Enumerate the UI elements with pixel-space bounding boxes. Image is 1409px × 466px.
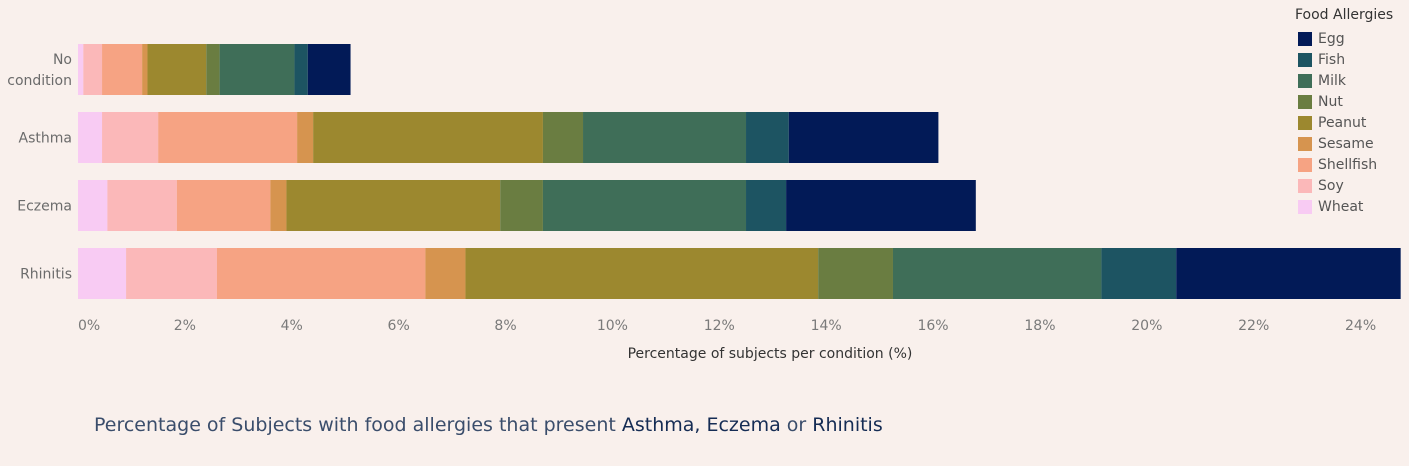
legend-swatch	[1298, 115, 1312, 130]
bars	[78, 44, 1401, 299]
category-labels: No condition Asthma Eczema Rhinitis	[7, 52, 72, 283]
x-tick-label: 2%	[174, 318, 196, 334]
chart-caption: Percentage of Subjects with food allergi…	[94, 414, 883, 436]
bar-segment-nut	[542, 112, 584, 163]
caption-highlight-rhinitis: Rhinitis	[812, 414, 883, 436]
bar-segment-wheat	[78, 44, 84, 95]
bar-segment-milk	[542, 180, 747, 231]
legend-label: Peanut	[1318, 114, 1367, 131]
legend-label: Egg	[1318, 30, 1345, 47]
bar-segment-shellfish	[176, 180, 271, 231]
x-tick-label: 16%	[917, 318, 948, 334]
bar-segment-egg	[786, 180, 976, 231]
legend-item-wheat: Wheat	[1295, 196, 1407, 217]
bar-segment-peanut	[465, 248, 819, 299]
x-axis-title: Percentage of subjects per condition (%)	[628, 346, 913, 362]
legend-swatch	[1298, 136, 1312, 151]
bar-segment-wheat	[78, 248, 127, 299]
bar-segment-nut	[818, 248, 893, 299]
x-tick-label: 0%	[78, 318, 100, 334]
bar-segment-fish	[746, 180, 787, 231]
bar-segment-egg	[788, 112, 939, 163]
legend-swatch	[1298, 52, 1312, 67]
bar-segment-egg	[307, 44, 351, 95]
x-tick-label: 8%	[494, 318, 516, 334]
legend-label: Soy	[1318, 177, 1344, 194]
bar-segment-wheat	[78, 112, 103, 163]
bar-segment-sesame	[425, 248, 466, 299]
bar-segment-milk	[892, 248, 1102, 299]
legend-label: Milk	[1318, 72, 1346, 89]
legend: Food Allergies Egg Fish Milk Nut Peanut Sesam…	[1295, 7, 1407, 217]
legend-item-milk: Milk	[1295, 70, 1407, 91]
bar-segment-milk	[219, 44, 295, 95]
x-tick-label: 18%	[1024, 318, 1055, 334]
bar-segment-wheat	[78, 180, 108, 231]
bar-segment-sesame	[270, 180, 287, 231]
bar-segment-sesame	[142, 44, 148, 95]
legend-item-egg: Egg	[1295, 28, 1407, 49]
x-tick-label: 24%	[1345, 318, 1376, 334]
category-label: Asthma	[19, 131, 72, 147]
x-tick-label: 20%	[1131, 318, 1162, 334]
legend-label: Fish	[1318, 51, 1346, 68]
bar-segment-peanut	[286, 180, 501, 231]
bar-segment-nut	[206, 44, 220, 95]
legend-item-fish: Fish	[1295, 49, 1407, 70]
bar-segment-shellfish	[158, 112, 298, 163]
legend-swatch	[1298, 73, 1312, 88]
x-tick-label: 10%	[597, 318, 628, 334]
legend-title: Food Allergies	[1295, 7, 1394, 23]
bar-segment-fish	[746, 112, 789, 163]
bar-segment-shellfish	[216, 248, 426, 299]
legend-items: Egg Fish Milk Nut Peanut Sesame Shellfish Soy Wh…	[1295, 28, 1407, 217]
legend-swatch	[1298, 178, 1312, 193]
category-label: No condition	[7, 52, 72, 89]
legend-item-peanut: Peanut	[1295, 112, 1407, 133]
x-tick-label: 6%	[388, 318, 410, 334]
bar-segment-fish	[294, 44, 308, 95]
bar-segment-peanut	[313, 112, 543, 163]
legend-swatch	[1298, 31, 1312, 46]
legend-swatch	[1298, 94, 1312, 109]
x-tick-label: 14%	[811, 318, 842, 334]
bar-segment-fish	[1101, 248, 1177, 299]
legend-swatch	[1298, 199, 1312, 214]
category-label: Rhinitis	[20, 267, 72, 283]
category-label: Eczema	[17, 199, 72, 215]
legend-label: Sesame	[1318, 135, 1374, 152]
bar-segment-sesame	[297, 112, 314, 163]
legend-swatch	[1298, 157, 1312, 172]
legend-label: Shellfish	[1318, 156, 1378, 173]
bar-segment-nut	[500, 180, 543, 231]
x-tick-label: 4%	[281, 318, 303, 334]
legend-item-shellfish: Shellfish	[1295, 154, 1407, 175]
legend-label: Wheat	[1318, 198, 1364, 215]
bar-segment-milk	[583, 112, 747, 163]
bar-segment-soy	[83, 44, 103, 95]
legend-item-soy: Soy	[1295, 175, 1407, 196]
bar-segment-peanut	[147, 44, 207, 95]
bar-segment-soy	[107, 180, 177, 231]
bar-segment-soy	[126, 248, 217, 299]
legend-item-sesame: Sesame	[1295, 133, 1407, 154]
bar-segment-egg	[1176, 248, 1401, 299]
caption-prefix: Percentage of Subjects with food allergi…	[94, 414, 622, 436]
x-tick-label: 22%	[1238, 318, 1269, 334]
x-axis-ticks: 0% 2% 4% 6% 8% 10% 12% 14% 16% 18% 20% 22% 24%	[78, 318, 1376, 334]
x-tick-label: 12%	[704, 318, 735, 334]
legend-label: Nut	[1318, 93, 1343, 110]
bar-segment-shellfish	[102, 44, 143, 95]
caption-highlight-conditions: Asthma, Eczema	[621, 414, 781, 436]
bar-segment-soy	[102, 112, 159, 163]
caption-middle: or	[780, 414, 813, 436]
legend-item-nut: Nut	[1295, 91, 1407, 112]
